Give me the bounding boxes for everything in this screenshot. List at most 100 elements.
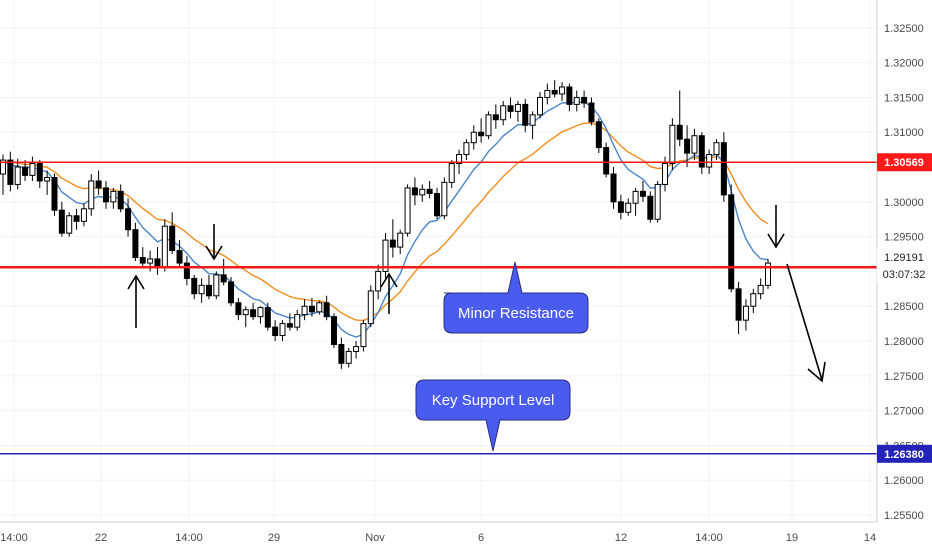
candle [80, 203, 87, 227]
candle [742, 299, 749, 331]
candle-body-down [389, 239, 396, 248]
candle [139, 247, 146, 268]
candle-body-up [198, 284, 205, 295]
candle-body-up [757, 284, 764, 295]
candle [691, 128, 698, 161]
ema-slow-line [2, 122, 769, 322]
y-tick-label: 1.31000 [884, 127, 924, 139]
candle-body-down [220, 274, 227, 283]
candle [264, 302, 271, 331]
countdown-text: 03:07:32 [883, 269, 926, 281]
candle-body-down [698, 135, 705, 168]
candle [29, 156, 36, 181]
candle-body-up [110, 190, 117, 203]
candle-body-down [492, 114, 499, 121]
candle [419, 184, 426, 202]
candle [66, 212, 73, 237]
candle-body-up [242, 309, 249, 316]
candle [426, 180, 433, 199]
candle-body-down [551, 89, 558, 95]
up-arrow-marker [127, 274, 145, 328]
candle-body-down [522, 103, 529, 126]
key-support-callout-box [415, 379, 571, 452]
candle-body-down [132, 229, 139, 259]
candle [228, 277, 235, 307]
candle [448, 160, 455, 188]
candle [213, 271, 220, 300]
candle [294, 309, 301, 331]
price-tag-resistance: 1.30569 [877, 153, 932, 172]
candle-body-up [14, 166, 21, 185]
projection-arrow-shaft [786, 263, 823, 381]
candle-body-down [639, 190, 646, 197]
price-tag-support-text: 1.26380 [884, 449, 924, 461]
candle [713, 139, 720, 161]
candle-body-down [235, 302, 242, 316]
y-tick-label: 1.25500 [884, 510, 924, 522]
candle-body-up [765, 262, 771, 286]
time-axis: 14:00 22 14:00 29 Nov 6 12 14:00 19 14 [0, 532, 876, 544]
candle-body-down [338, 344, 345, 364]
candle [544, 83, 551, 105]
x-tick-label: Nov [365, 532, 385, 544]
down-arrow-marker [767, 205, 785, 249]
minor-resistance-callout: Minor Resistance [443, 261, 589, 334]
arrow-head [767, 233, 785, 249]
projection-arrow-head [807, 361, 826, 383]
candle [698, 132, 705, 174]
candle-body-down [139, 257, 146, 264]
candle-body-up [573, 96, 580, 105]
candle-body-down [183, 262, 190, 279]
candle-body-up [750, 293, 757, 307]
candle-body-down [426, 188, 433, 194]
candle-body-up [419, 188, 426, 196]
candle-body-up [625, 202, 632, 213]
candle-body-up [706, 154, 713, 168]
candle [588, 97, 595, 126]
candle-body-up [345, 350, 352, 364]
candle [316, 300, 323, 315]
candle [22, 160, 29, 181]
candle-body-down [581, 96, 588, 104]
candle [7, 151, 14, 192]
candle [353, 341, 360, 359]
candle [735, 281, 742, 335]
down-arrow-marker [205, 224, 223, 261]
candle [522, 98, 529, 133]
minor-resistance-callout-box [443, 261, 589, 334]
y-tick-label: 1.29500 [884, 232, 924, 244]
candle-body-down [169, 225, 176, 252]
candle-body-down [95, 180, 102, 189]
candle [198, 278, 205, 303]
price-tag-support: 1.26380 [877, 444, 932, 463]
candle-body-up [397, 232, 404, 248]
candle-body-up [375, 270, 382, 292]
candle [375, 264, 382, 300]
price-tag-current: 1.29191 03:07:32 [877, 248, 932, 284]
candle [169, 212, 176, 255]
candle [676, 90, 683, 147]
candle-body-up [441, 181, 448, 217]
candle-body-down [595, 121, 602, 149]
x-tick-label: 6 [478, 532, 484, 544]
candle-body-down [176, 250, 183, 264]
candle-body-down [720, 142, 727, 196]
candle [242, 306, 249, 328]
y-tick-label: 1.32500 [884, 23, 924, 35]
projection-arrow [786, 263, 826, 383]
candle [507, 97, 514, 119]
candle-body-up [382, 239, 389, 272]
candle [191, 274, 198, 300]
x-tick-label: 14:00 [695, 532, 723, 544]
x-tick-label: 14 [864, 532, 876, 544]
key-support-callout: Key Support Level [415, 379, 571, 452]
candle [301, 299, 308, 321]
candle [58, 201, 65, 237]
candle-body-down [308, 305, 315, 313]
candle [536, 91, 543, 119]
y-tick-label: 1.26000 [884, 475, 924, 487]
candle [367, 285, 374, 328]
candle-body-down [36, 163, 43, 182]
